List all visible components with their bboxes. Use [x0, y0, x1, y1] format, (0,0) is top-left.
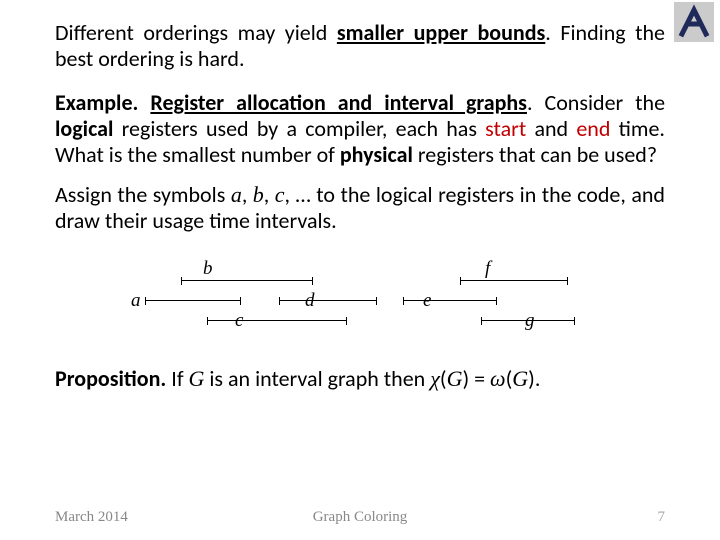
interval-diagram: b f a d e c g	[145, 262, 575, 340]
text: and	[526, 115, 576, 142]
institution-logo	[674, 2, 714, 42]
paragraph-example: Example. Register allocation and interva…	[55, 90, 665, 168]
text: If	[166, 365, 188, 392]
text-start: start	[485, 115, 526, 142]
label-e: e	[423, 290, 431, 312]
text: . Consider the	[527, 89, 665, 116]
label-f: f	[485, 258, 490, 280]
interval-d	[279, 300, 377, 301]
text: ,	[264, 181, 275, 208]
var-b: b	[253, 182, 264, 207]
text: is an interval graph then	[204, 365, 430, 392]
label-c: c	[235, 310, 243, 332]
proposition: Proposition. If G is an interval graph t…	[55, 366, 665, 392]
var-G: G	[512, 366, 528, 391]
text: ,	[242, 181, 253, 208]
var-G: G	[447, 366, 463, 391]
chi-symbol: χ	[430, 366, 440, 391]
text: (	[440, 365, 447, 392]
footer-page-number: 7	[658, 509, 666, 526]
footer-date: March 2014	[55, 509, 128, 526]
interval-f	[460, 280, 568, 281]
text-logical: logical	[55, 115, 113, 142]
example-label: Example.	[55, 89, 150, 116]
text: Assign the symbols	[55, 181, 231, 208]
paragraph-orderings: Different orderings may yield smaller up…	[55, 20, 665, 72]
interval-e	[403, 300, 497, 301]
var-a: a	[231, 182, 242, 207]
interval-c	[207, 320, 347, 321]
interval-g	[481, 320, 575, 321]
text-bold-underline: smaller upper bounds	[337, 19, 545, 46]
text: Different orderings may yield	[55, 19, 337, 46]
var-G: G	[189, 366, 205, 391]
text: registers used by a compiler, each has	[113, 115, 485, 142]
text: ).	[528, 365, 540, 392]
text: ) =	[462, 365, 490, 392]
text: registers that can be used?	[413, 141, 657, 168]
text-physical: physical	[340, 141, 413, 168]
text-end: end	[576, 115, 610, 142]
label-g: g	[525, 310, 535, 332]
label-d: d	[305, 290, 315, 312]
slide-content: Different orderings may yield smaller up…	[0, 0, 720, 392]
footer-title: Graph Coloring	[313, 509, 408, 526]
interval-b	[181, 280, 313, 281]
paragraph-assign: Assign the symbols a, b, c, … to the log…	[55, 182, 665, 234]
proposition-label: Proposition.	[55, 365, 166, 392]
label-b: b	[203, 258, 213, 280]
example-title: Register allocation and interval graphs	[150, 89, 527, 116]
omega-symbol: ω	[490, 366, 506, 391]
slide-footer: March 2014 Graph Coloring 7	[0, 509, 720, 526]
label-a: a	[131, 290, 141, 312]
var-c: c	[275, 182, 285, 207]
interval-a	[145, 300, 241, 301]
